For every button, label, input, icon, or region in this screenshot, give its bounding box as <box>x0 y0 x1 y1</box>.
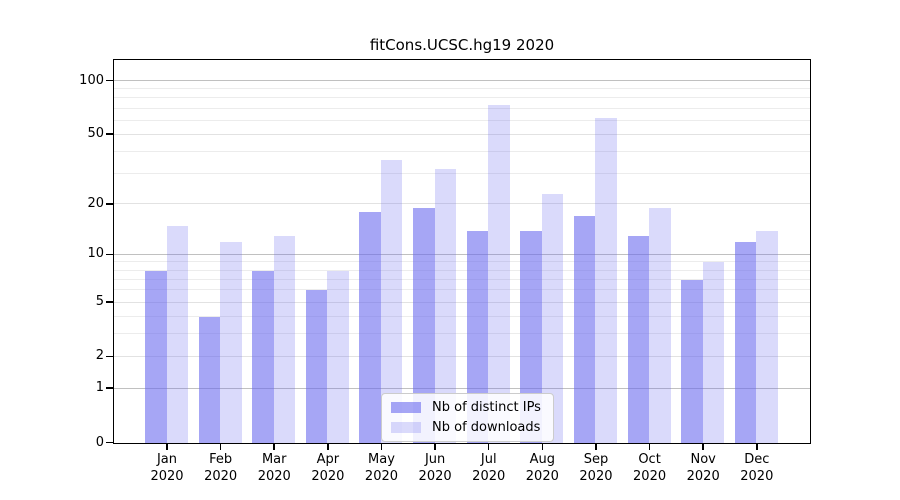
chart-title: fitCons.UCSC.hg19 2020 <box>369 36 555 54</box>
legend-entry-downloads: Nb of downloads <box>391 420 541 435</box>
gridline-5 <box>114 301 810 303</box>
gridline-7 <box>114 278 810 280</box>
plot-area: Nb of distinct IPs Nb of downloads <box>113 59 811 444</box>
x-tick-mark-feb <box>219 444 222 450</box>
y-tick-mark-5 <box>106 301 113 303</box>
bar-nov-distinct-ips <box>681 279 703 443</box>
bar-dec-downloads <box>756 230 778 443</box>
y-tick-mark-10 <box>106 253 113 256</box>
y-tick-label-2: 2 <box>95 348 104 364</box>
gridline-50 <box>114 133 810 135</box>
gridline-3 <box>114 333 810 335</box>
x-tick-label-apr: Apr 2020 <box>311 452 345 484</box>
x-tick-label-sep: Sep 2020 <box>579 452 613 484</box>
bar-aug-downloads <box>541 193 564 443</box>
gridline-9 <box>114 261 810 263</box>
legend-swatch-distinct-ips <box>391 402 421 413</box>
x-tick-label-oct: Oct 2020 <box>633 452 667 484</box>
legend: Nb of distinct IPs Nb of downloads <box>381 393 554 442</box>
y-tick-label-100: 100 <box>79 72 104 88</box>
x-tick-label-aug: Aug 2020 <box>525 452 559 484</box>
bar-oct-downloads <box>649 208 671 443</box>
gridline-1 <box>114 387 810 389</box>
x-tick-mark-nov <box>702 444 704 450</box>
x-tick-label-jul: Jul 2020 <box>472 452 506 484</box>
x-tick-label-jan: Jan 2020 <box>150 452 184 484</box>
x-tick-mark-mar <box>273 444 275 450</box>
bar-mar-distinct-ips <box>252 270 274 443</box>
y-tick-label-1: 1 <box>95 380 104 396</box>
bar-dec-distinct-ips <box>734 241 757 443</box>
bar-may-distinct-ips <box>359 212 381 443</box>
x-tick-label-nov: Nov 2020 <box>686 452 720 484</box>
x-tick-mark-sep <box>595 444 597 450</box>
gridline-10 <box>114 253 810 255</box>
x-tick-mark-may <box>380 444 383 450</box>
legend-label-downloads: Nb of downloads <box>432 420 541 435</box>
bar-aug-distinct-ips <box>520 230 542 443</box>
gridline-90 <box>114 88 810 90</box>
bar-oct-distinct-ips <box>627 236 650 443</box>
bar-jun-distinct-ips <box>413 208 435 443</box>
y-tick-mark-1 <box>106 387 113 389</box>
gridline-6 <box>114 289 810 291</box>
gridline-20 <box>114 203 810 205</box>
bar-may-downloads <box>380 159 403 443</box>
x-tick-label-jun: Jun 2020 <box>418 452 452 484</box>
x-tick-mark-dec <box>756 444 758 450</box>
gridline-80 <box>114 97 810 99</box>
bar-jul-downloads <box>488 104 510 443</box>
y-tick-label-0: 0 <box>95 434 104 450</box>
y-tick-mark-20 <box>106 203 113 205</box>
legend-label-distinct-ips: Nb of distinct IPs <box>432 400 541 415</box>
x-tick-label-mar: Mar 2020 <box>257 452 291 484</box>
y-tick-label-5: 5 <box>95 294 104 310</box>
gridline-40 <box>114 150 810 152</box>
bar-jan-distinct-ips <box>145 270 167 443</box>
bar-sep-downloads <box>595 118 617 443</box>
legend-swatch-downloads <box>391 422 421 433</box>
y-tick-mark-2 <box>106 355 113 358</box>
gridline-30 <box>114 172 810 174</box>
bar-jan-downloads <box>166 225 188 443</box>
bar-jun-downloads <box>434 168 457 443</box>
gridline-8 <box>114 269 810 271</box>
x-tick-mark-jul <box>487 444 490 450</box>
gridline-4 <box>114 315 810 317</box>
y-tick-mark-50 <box>106 133 113 135</box>
gridline-70 <box>114 107 810 109</box>
x-tick-mark-jan <box>166 444 168 450</box>
y-tick-mark-0 <box>106 441 113 444</box>
bar-mar-downloads <box>273 236 296 443</box>
gridline-100 <box>114 80 810 82</box>
bar-nov-downloads <box>702 262 725 443</box>
y-tick-label-20: 20 <box>87 195 104 211</box>
bar-jul-distinct-ips <box>466 230 489 443</box>
bar-feb-downloads <box>220 241 242 443</box>
y-tick-label-10: 10 <box>87 246 104 262</box>
bar-sep-distinct-ips <box>573 216 596 443</box>
x-tick-mark-oct <box>648 444 651 450</box>
y-tick-mark-100 <box>106 79 113 82</box>
y-tick-label-50: 50 <box>87 126 104 142</box>
bar-apr-distinct-ips <box>305 290 328 443</box>
gridline-60 <box>114 119 810 121</box>
x-tick-mark-jun <box>434 444 436 450</box>
gridline-2 <box>114 355 810 357</box>
x-tick-mark-aug <box>541 444 544 450</box>
x-tick-label-dec: Dec 2020 <box>740 452 774 484</box>
x-tick-mark-apr <box>327 444 329 450</box>
x-tick-label-feb: Feb 2020 <box>204 452 238 484</box>
legend-entry-distinct-ips: Nb of distinct IPs <box>391 400 541 415</box>
x-tick-label-may: May 2020 <box>364 452 399 484</box>
bar-apr-downloads <box>327 270 349 443</box>
bar-feb-distinct-ips <box>198 316 221 443</box>
